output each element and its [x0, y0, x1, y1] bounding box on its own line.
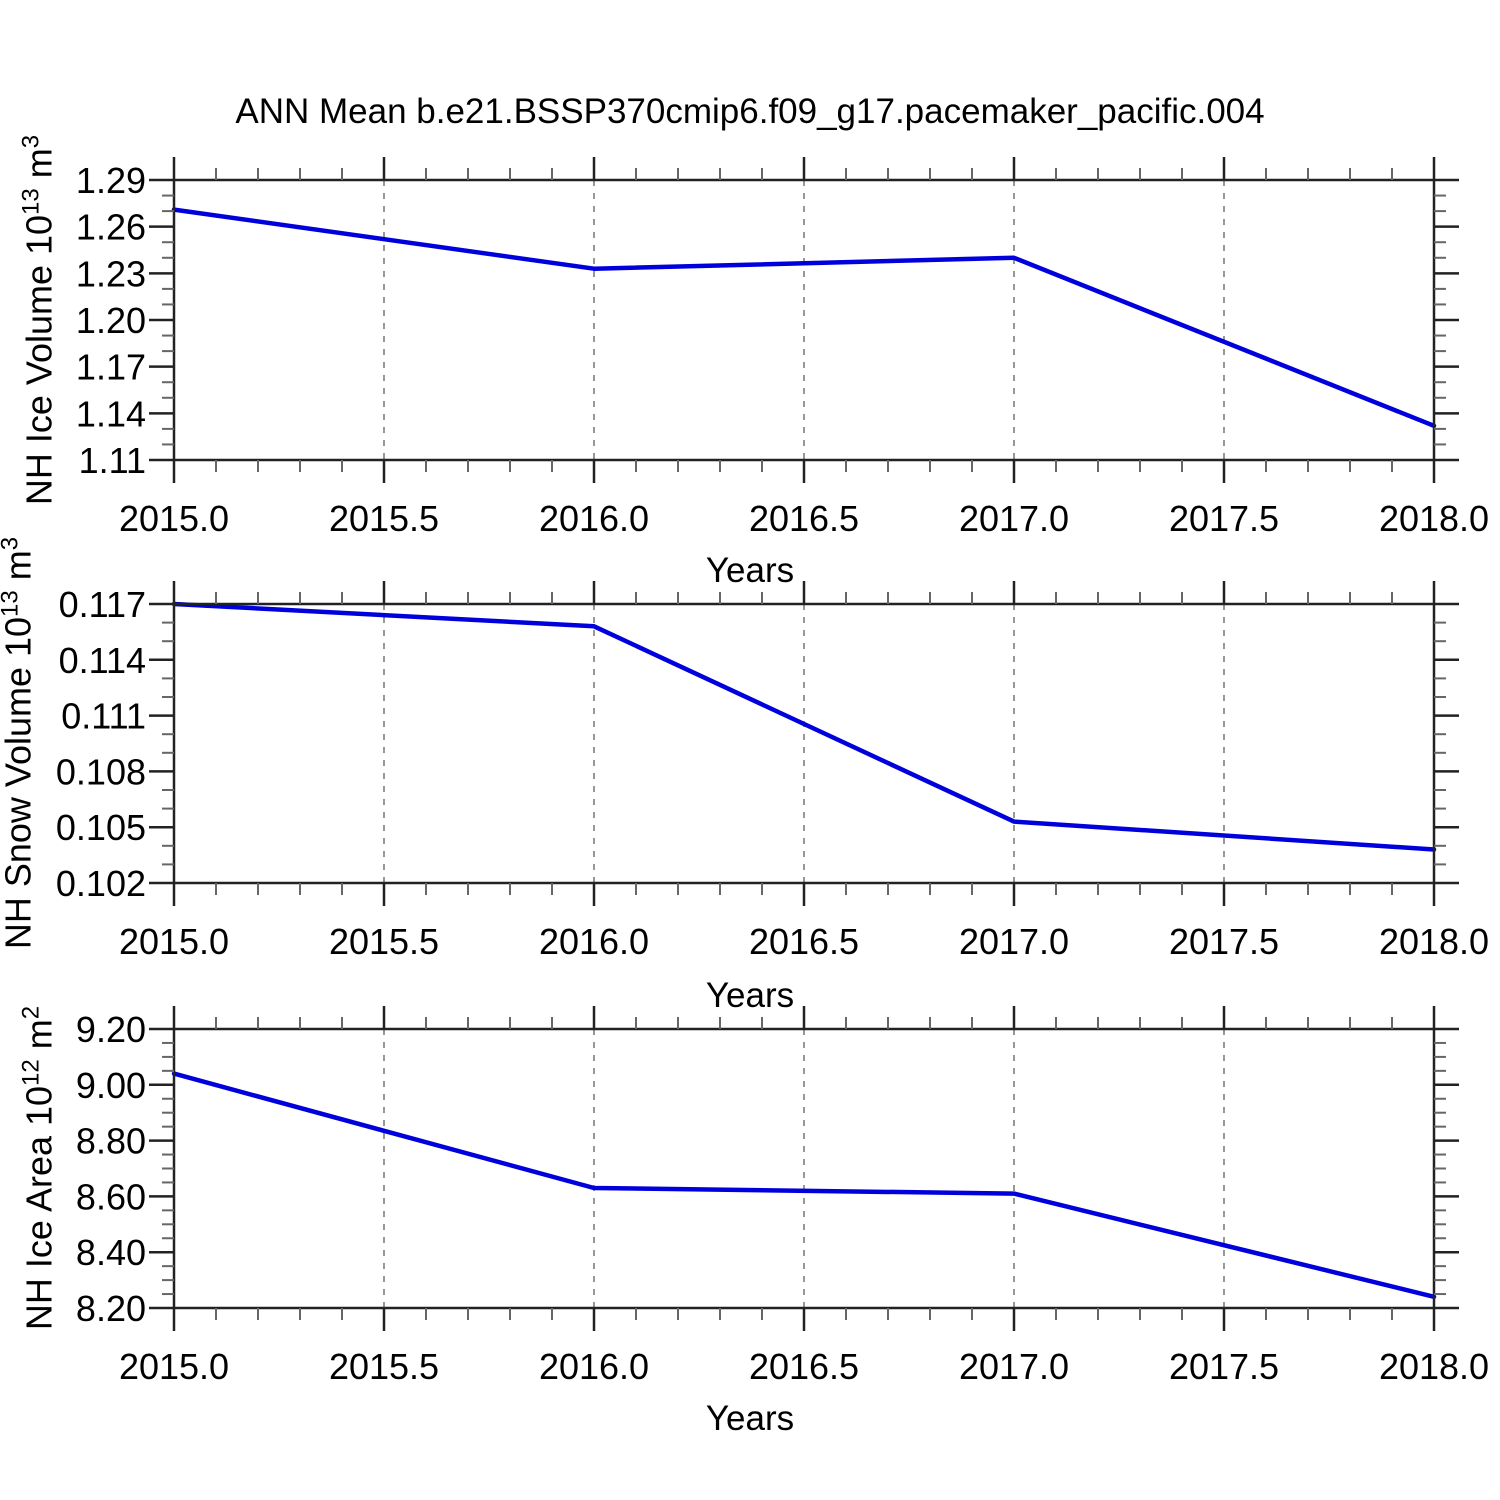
y-axis-label-unit: m: [18, 1019, 60, 1060]
y-tick-label: 1.23: [76, 253, 146, 294]
x-tick-label: 2017.5: [1169, 1346, 1279, 1387]
x-tick-label: 2018.0: [1379, 921, 1489, 962]
x-tick-label: 2017.0: [959, 921, 1069, 962]
y-tick-label: 8.20: [76, 1288, 146, 1329]
x-tick-label: 2018.0: [1379, 1346, 1489, 1387]
y-axis-label-exponent: 13: [0, 590, 24, 617]
x-tick-label: 2017.5: [1169, 921, 1279, 962]
y-tick-label: 1.20: [76, 300, 146, 341]
x-tick-label: 2017.0: [959, 1346, 1069, 1387]
y-tick-label: 1.14: [76, 393, 146, 434]
y-tick-label: 1.29: [76, 160, 146, 201]
x-tick-label: 2015.0: [119, 498, 229, 539]
x-tick-label: 2015.5: [329, 921, 439, 962]
y-tick-label: 0.108: [56, 751, 146, 792]
data-line-nh-snow-volume: [171, 601, 1437, 852]
x-tick-label: 2015.0: [119, 921, 229, 962]
x-tick-label: 2018.0: [1379, 498, 1489, 539]
y-tick-label: 8.80: [76, 1121, 146, 1162]
x-tick-label: 2017.0: [959, 498, 1069, 539]
data-line-nh-ice-volume: [171, 207, 1437, 429]
x-tick-label: 2015.5: [329, 498, 439, 539]
y-tick-label: 1.26: [76, 207, 146, 248]
x-axis-label-panel2: Years: [705, 976, 795, 1015]
y-axis-label-text: NH Ice Area 10: [18, 1085, 60, 1331]
y-axis-label-text: NH Snow Volume 10: [0, 616, 39, 950]
y-tick-label: 0.111: [61, 696, 146, 737]
x-tick-label: 2016.0: [539, 921, 649, 962]
y-axis-label-ice-area: NH Ice Area 1012 m2: [18, 1006, 61, 1330]
x-tick-label: 2017.5: [1169, 498, 1279, 539]
y-tick-label: 9.20: [76, 1009, 146, 1050]
y-axis-label-unit-exponent: 3: [0, 537, 24, 550]
x-tick-label: 2016.5: [749, 921, 859, 962]
y-axis-label-unit-exponent: 3: [17, 134, 45, 149]
chart-title: ANN Mean b.e21.BSSP370cmip6.f09_g17.pace…: [235, 92, 1265, 131]
y-axis-label-snow-volume: NH Snow Volume 1013 m3: [0, 537, 40, 949]
y-axis-label-unit: m: [18, 148, 60, 189]
y-axis-label-ice-volume: NH Ice Volume 1013 m3: [18, 135, 61, 505]
x-tick-label: 2016.0: [539, 498, 649, 539]
y-tick-label: 1.17: [76, 347, 146, 388]
x-tick-label: 2015.5: [329, 1346, 439, 1387]
y-tick-label: 8.60: [76, 1176, 146, 1217]
x-tick-label: 2015.0: [119, 1346, 229, 1387]
data-line-nh-ice-area: [171, 1071, 1437, 1300]
y-axis-label-exponent: 12: [17, 1059, 45, 1086]
y-tick-label: 0.102: [56, 863, 146, 904]
y-tick-label: 0.105: [56, 807, 146, 848]
x-axis-label-panel3: Years: [705, 1399, 795, 1438]
y-tick-label: 0.117: [59, 584, 146, 625]
x-tick-label: 2016.0: [539, 1346, 649, 1387]
y-axis-label-text: NH Ice Volume 10: [18, 214, 60, 506]
y-axis-label-exponent: 13: [17, 188, 45, 215]
y-tick-label: 9.00: [76, 1065, 146, 1106]
x-tick-label: 2016.5: [749, 1346, 859, 1387]
y-tick-label: 8.40: [76, 1232, 146, 1273]
y-tick-label: 0.114: [59, 640, 146, 681]
x-axis-label-panel1: Years: [705, 551, 795, 590]
x-tick-label: 2016.5: [749, 498, 859, 539]
y-tick-label: 1.11: [79, 440, 146, 481]
